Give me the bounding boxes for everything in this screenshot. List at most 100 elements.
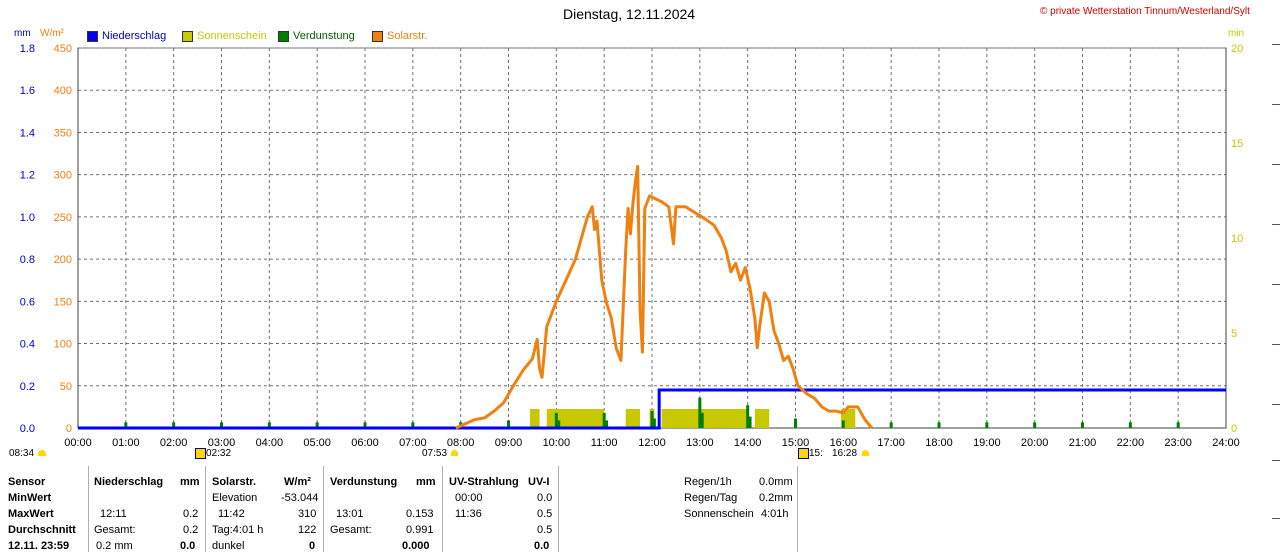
evaporation-bar: [794, 418, 797, 428]
legend-solar: Solarstr.: [372, 30, 427, 42]
uv-min-time: 00:00: [455, 492, 483, 504]
niederschlag-last-val: 0.0: [180, 540, 196, 552]
table-divider: [205, 466, 206, 552]
summary-rain-day-label: Regen/Tag: [684, 492, 738, 504]
table-row-avg: Durchschnitt: [8, 524, 76, 536]
evaporation-bar: [267, 422, 271, 428]
evaporation-bar: [557, 420, 561, 428]
x-tick-label: 19:00: [973, 437, 1001, 449]
x-tick-label: 13:00: [686, 437, 714, 449]
x-tick-label: 15:00: [782, 437, 810, 449]
table-row-last: 12.11. 23:59: [8, 540, 70, 552]
legend-label-verdunstung: Verdunstung: [293, 30, 355, 42]
evaporation-bar: [700, 412, 704, 428]
marker-left-time: 08:34: [9, 448, 35, 459]
solar-avg-label: Tag:4:01 h: [212, 524, 264, 536]
solar-min-val: -53.044: [281, 492, 319, 504]
niederschlag-avg-val: 0.2: [183, 524, 199, 536]
edge-tick: [1272, 104, 1280, 105]
table-divider: [323, 466, 324, 552]
x-tick-label: 07:00: [399, 437, 427, 449]
verdunstung-unit: mm: [416, 476, 436, 488]
evaporation-bar: [172, 422, 176, 428]
legend-swatch-sonnenschein: [182, 30, 193, 42]
y-wm2-tick-label: 300: [54, 170, 72, 182]
copyright-label: © private Wetterstation Tinnum/Westerlan…: [1040, 6, 1250, 17]
edge-tick: [1272, 344, 1280, 345]
precipitation-line: [78, 388, 1226, 430]
evaporation-bar: [411, 422, 415, 428]
verdunstung-avg-val: 0.991: [406, 524, 434, 536]
evaporation-bar: [363, 422, 367, 428]
sunshine-bar: [546, 409, 605, 428]
y-wm2-tick-label: 150: [54, 296, 72, 308]
solar-head: Solarstr.: [212, 476, 257, 488]
y-mm-tick-label: 0.4: [20, 339, 35, 351]
edge-tick: [1272, 404, 1280, 405]
legend-verdunstung: Verdunstung: [278, 30, 355, 42]
marker-moon-time: 02:32: [206, 448, 232, 459]
y-wm2-tick-label: 50: [60, 381, 72, 393]
legend-swatch-niederschlag: [87, 30, 98, 42]
evaporation-bar: [1033, 422, 1037, 428]
uv-head: UV-Strahlung: [449, 476, 519, 488]
y-wm2-tick-label: 200: [54, 254, 72, 266]
legend-swatch-verdunstung: [278, 30, 289, 42]
y-mm-tick-label: 1.2: [20, 170, 35, 182]
x-tick-label: 00:00: [64, 437, 92, 449]
verdunstung-max-val: 0.153: [406, 508, 434, 520]
x-tick-label: 09:00: [495, 437, 523, 449]
x-tick-label: 01:00: [112, 437, 140, 449]
uv-max-time: 11:36: [455, 508, 482, 520]
sun-icon: [38, 450, 46, 456]
y-mm-tick-label: 1.6: [20, 85, 35, 97]
niederschlag-avg-label: Gesamt:: [94, 524, 136, 536]
verdunstung-max-time: 13:01: [336, 508, 364, 520]
x-tick-label: 23:00: [1164, 437, 1192, 449]
edge-tick: [1272, 518, 1280, 519]
summary-rain-hour-value: 0.0mm: [759, 476, 793, 488]
summary-sunshine-label: Sonnenschein: [684, 508, 754, 520]
solar-max-time: 11:42: [218, 508, 245, 520]
x-tick-label: 04:00: [256, 437, 284, 449]
niederschlag-head: Niederschlag: [94, 476, 164, 488]
x-tick-label: 03:00: [208, 437, 236, 449]
solar-unit: W/m²: [284, 476, 311, 488]
unit-min-label: min: [1228, 28, 1245, 39]
y-min-tick-label: 10: [1231, 233, 1243, 245]
legend-label-sonnenschein: Sonnenschein: [197, 30, 267, 42]
evaporation-bar: [889, 422, 893, 428]
sunshine-bar: [754, 409, 770, 428]
y-wm2-tick-label: 250: [54, 212, 72, 224]
solar-max-val: 310: [298, 508, 317, 520]
y-wm2-tick-label: 450: [54, 43, 72, 55]
solar-last-val: 0: [309, 540, 316, 552]
x-tick-label: 05:00: [303, 437, 331, 449]
page-title: Dienstag, 12.11.2024: [563, 6, 696, 22]
x-tick-label: 06:00: [351, 437, 379, 449]
y-mm-tick-label: 0.2: [20, 381, 35, 393]
evaporation-bar: [507, 420, 510, 428]
evaporation-bar: [841, 420, 845, 428]
table-sensor-head: Sensor: [8, 476, 46, 488]
solar-avg-val: 122: [298, 524, 317, 536]
sunset-icon: [862, 450, 869, 456]
unit-wm2-label: W/m²: [40, 28, 64, 39]
niederschlag-max-time: 12:11: [100, 508, 127, 520]
x-tick-label: 08:00: [447, 437, 475, 449]
plot-area: [77, 47, 1227, 429]
x-tick-label: 22:00: [1117, 437, 1145, 449]
evaporation-bar: [746, 405, 750, 428]
edge-tick: [1272, 164, 1280, 165]
evaporation-bar: [748, 416, 752, 428]
evaporation-bar: [315, 422, 319, 428]
evaporation-bar: [937, 422, 941, 428]
niederschlag-max-val: 0.2: [183, 508, 199, 520]
legend-label-niederschlag: Niederschlag: [102, 30, 167, 42]
y-mm-tick-label: 0.6: [20, 296, 35, 308]
moonrise-icon: [798, 448, 809, 459]
evaporation-bar: [985, 422, 989, 428]
legend-swatch-solar: [372, 30, 383, 42]
x-tick-label: 17:00: [877, 437, 905, 449]
evaporation-bar: [124, 422, 128, 428]
